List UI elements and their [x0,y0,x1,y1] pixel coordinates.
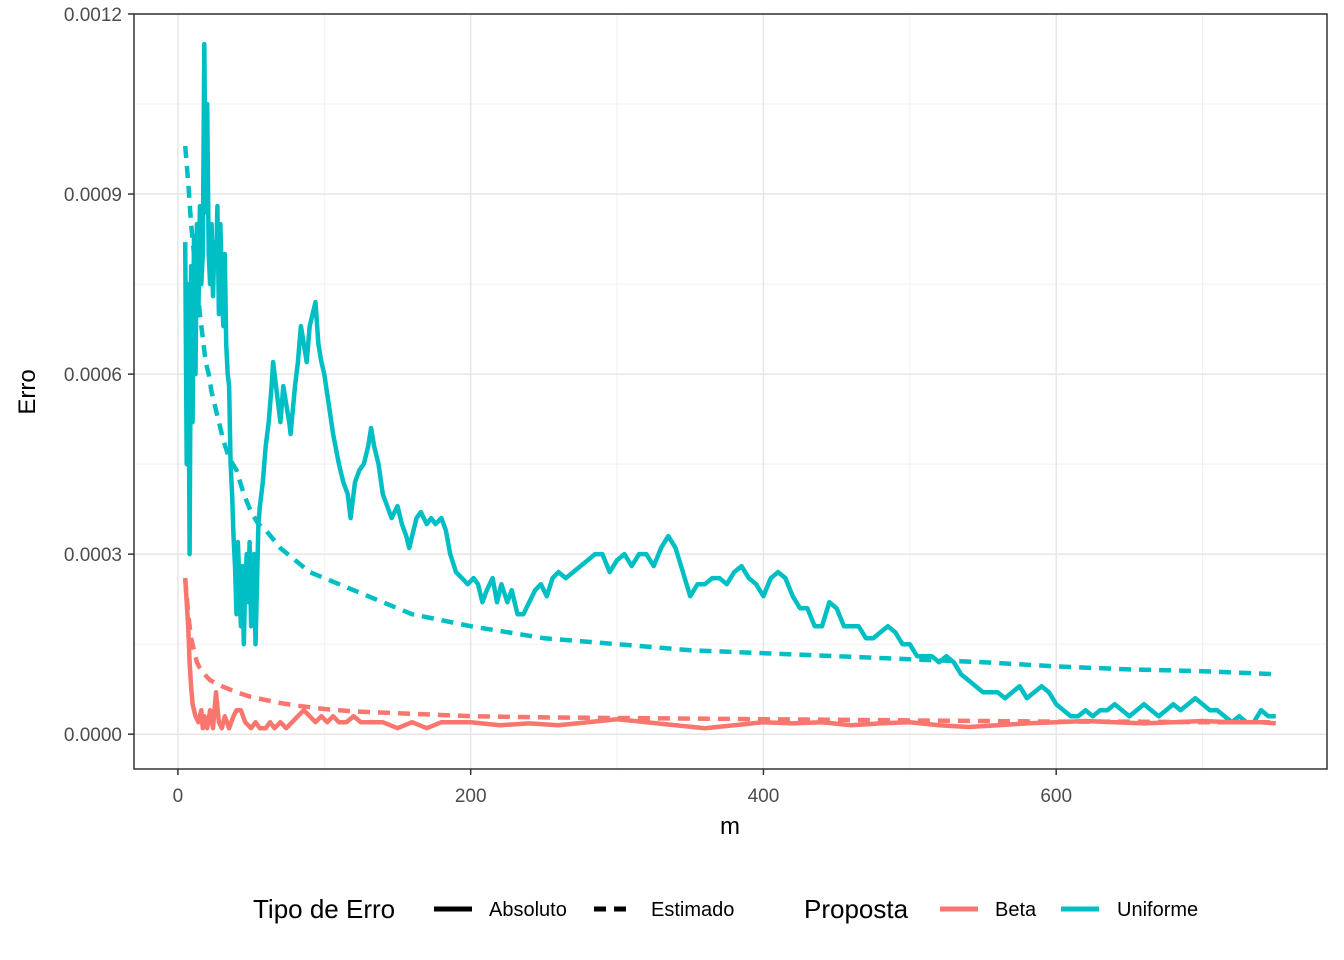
x-axis-title: m [720,813,740,840]
x-axis: 0 200 400 600 [173,769,1072,807]
y-axis: 0.0000 0.0003 0.0006 0.0009 0.0012 [64,5,134,746]
y-tick-label: 0.0003 [64,545,122,566]
y-tick-label: 0.0012 [64,5,122,26]
x-tick-label: 0 [173,786,184,807]
legend-title-proposta: Proposta [804,894,909,924]
plot-background [134,14,1327,769]
y-tick-label: 0.0000 [64,725,122,746]
y-axis-title: Erro [14,369,41,414]
legend-label-estimado: Estimado [651,899,734,921]
legend-label-uniforme: Uniforme [1117,899,1198,921]
legend: Tipo de Erro Absoluto Estimado Proposta … [253,894,1198,924]
plot-border [133,13,1328,770]
y-tick-label: 0.0006 [64,365,122,386]
series-uniforme-estimado [182,145,1276,677]
legend-title-linetype: Tipo de Erro [253,894,395,924]
legend-label-absoluto: Absoluto [489,899,567,921]
series-uniforme-absoluto [182,41,1276,725]
x-tick-label: 600 [1040,786,1072,807]
x-tick-label: 400 [748,786,780,807]
series-beta-estimado [182,577,1276,725]
y-tick-label: 0.0009 [64,185,122,206]
legend-label-beta: Beta [995,899,1037,921]
x-tick-label: 200 [455,786,487,807]
series-lines [182,41,1276,731]
